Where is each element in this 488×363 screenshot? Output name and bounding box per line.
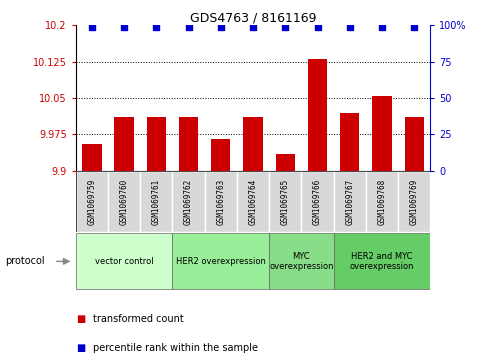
Text: ■: ■ xyxy=(76,314,85,325)
Bar xyxy=(397,171,429,232)
Bar xyxy=(172,233,268,289)
Bar xyxy=(275,154,294,171)
Bar xyxy=(237,171,268,232)
Bar xyxy=(76,171,108,232)
Text: transformed count: transformed count xyxy=(93,314,183,325)
Point xyxy=(345,24,353,30)
Text: ■: ■ xyxy=(76,343,85,354)
Text: MYC
overexpression: MYC overexpression xyxy=(268,252,333,271)
Bar xyxy=(146,117,166,171)
Text: GSM1069760: GSM1069760 xyxy=(120,178,128,225)
Bar xyxy=(243,117,262,171)
Bar xyxy=(301,171,333,232)
Text: GSM1069769: GSM1069769 xyxy=(409,178,418,225)
Bar xyxy=(268,171,301,232)
Text: GSM1069759: GSM1069759 xyxy=(87,178,96,225)
Text: GSM1069765: GSM1069765 xyxy=(280,178,289,225)
Bar xyxy=(211,139,230,171)
Bar xyxy=(140,171,172,232)
Point xyxy=(281,24,288,30)
Text: HER2 and MYC
overexpression: HER2 and MYC overexpression xyxy=(349,252,413,271)
Text: GSM1069766: GSM1069766 xyxy=(312,178,322,225)
Point xyxy=(313,24,321,30)
Text: percentile rank within the sample: percentile rank within the sample xyxy=(93,343,257,354)
Bar xyxy=(108,171,140,232)
Bar xyxy=(339,113,359,171)
Point xyxy=(152,24,160,30)
Bar xyxy=(82,144,102,171)
Bar xyxy=(371,95,391,171)
Bar xyxy=(333,233,429,289)
Text: GSM1069767: GSM1069767 xyxy=(345,178,353,225)
Text: GSM1069768: GSM1069768 xyxy=(377,178,386,225)
Point xyxy=(184,24,192,30)
Bar xyxy=(268,233,333,289)
Point xyxy=(248,24,257,30)
Bar xyxy=(172,171,204,232)
Bar xyxy=(179,117,198,171)
Text: GSM1069764: GSM1069764 xyxy=(248,178,257,225)
Text: GSM1069762: GSM1069762 xyxy=(183,178,193,225)
Text: GSM1069763: GSM1069763 xyxy=(216,178,225,225)
Bar xyxy=(404,117,423,171)
Bar xyxy=(307,59,326,171)
Point xyxy=(120,24,128,30)
Point xyxy=(409,24,417,30)
Point xyxy=(88,24,96,30)
Text: protocol: protocol xyxy=(5,256,44,266)
Point xyxy=(217,24,224,30)
Text: HER2 overexpression: HER2 overexpression xyxy=(176,257,265,266)
Bar xyxy=(204,171,237,232)
Bar xyxy=(333,171,365,232)
Bar xyxy=(76,233,172,289)
Text: GSM1069761: GSM1069761 xyxy=(152,178,161,225)
Bar xyxy=(114,117,134,171)
Bar xyxy=(365,171,397,232)
Title: GDS4763 / 8161169: GDS4763 / 8161169 xyxy=(189,11,316,24)
Point xyxy=(377,24,385,30)
Text: vector control: vector control xyxy=(95,257,153,266)
